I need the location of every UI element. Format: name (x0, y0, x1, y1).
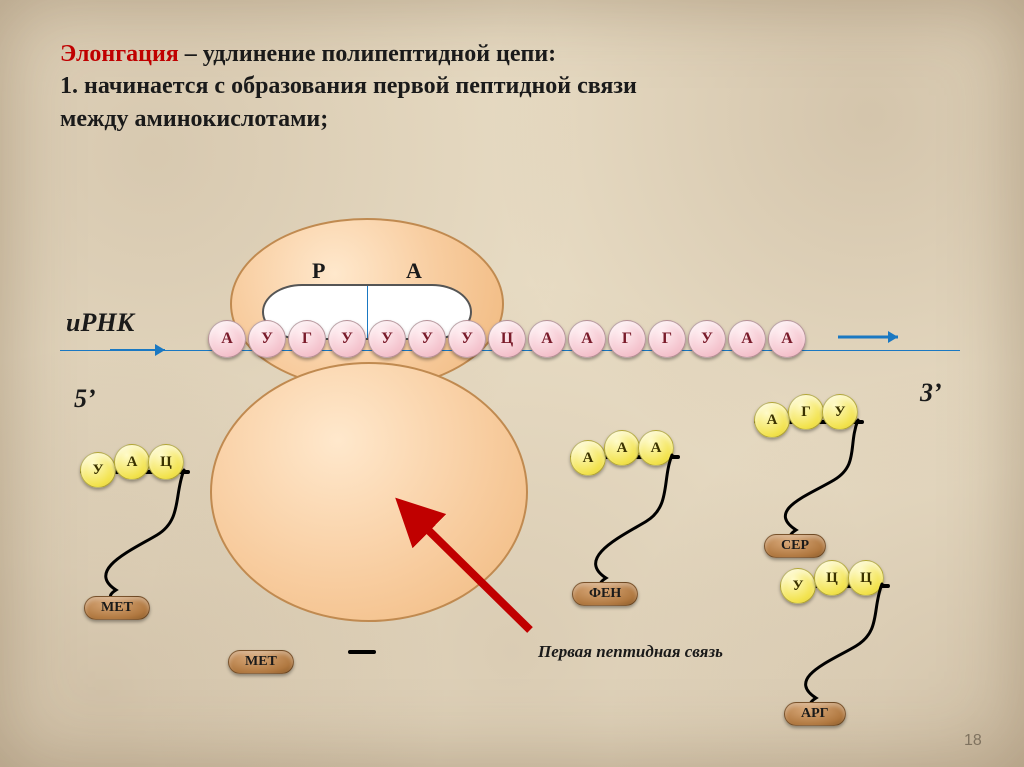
mrna-label: иРНК (66, 308, 134, 338)
mrna-nucleotide: У (248, 320, 286, 358)
trna-anticodon-nucleotide: А (114, 444, 150, 480)
ribosome-small-subunit (210, 362, 528, 622)
peptide-bond-note: Первая пептидная связь (538, 642, 723, 662)
five-prime-label: 5’ (74, 384, 96, 414)
mrna-nucleotide: А (568, 320, 606, 358)
mrna-nucleotide: Ц (488, 320, 526, 358)
three-prime-label: 3’ (920, 378, 942, 408)
trna-anticodon-nucleotide: У (80, 452, 116, 488)
amino-acid-met-upper: МЕТ (84, 596, 150, 620)
heading-def: удлинение полипептидной цепи: (203, 41, 556, 67)
trna-anticodon-nucleotide: Ц (148, 444, 184, 480)
site-divider (367, 286, 368, 338)
trna-anticodon-nucleotide: У (822, 394, 858, 430)
slide-number: 18 (964, 732, 982, 750)
trna-anticodon-nucleotide: Ц (848, 560, 884, 596)
amino-acid-arg: АРГ (784, 702, 846, 726)
mrna-nucleotide: У (448, 320, 486, 358)
mrna-nucleotide: Г (288, 320, 326, 358)
mrna-nucleotide: У (368, 320, 406, 358)
trna-anticodon-nucleotide: А (570, 440, 606, 476)
mrna-nucleotide: Г (648, 320, 686, 358)
mrna-nucleotide: А (208, 320, 246, 358)
mrna-nucleotide: У (688, 320, 726, 358)
mrna-nucleotide: А (728, 320, 766, 358)
slide: Элонгация – удлинение полипептидной цепи… (0, 0, 1024, 767)
heading-dash: – (179, 41, 203, 67)
heading-line2: 1. начинается с образования первой пепти… (60, 73, 637, 99)
mrna-nucleotide: Г (608, 320, 646, 358)
heading-line3: между аминокислотами; (60, 106, 328, 132)
term-word: Элонгация (60, 41, 179, 67)
amino-acid-met-free: МЕТ (228, 650, 294, 674)
trna-anticodon-nucleotide: А (604, 430, 640, 466)
site-a-label: А (406, 258, 422, 284)
site-p-label: Р (312, 258, 325, 284)
trna-anticodon-nucleotide: Г (788, 394, 824, 430)
trna-anticodon-nucleotide: Ц (814, 560, 850, 596)
mrna-nucleotide: У (408, 320, 446, 358)
heading: Элонгация – удлинение полипептидной цепи… (60, 38, 944, 135)
mrna-nucleotide: А (768, 320, 806, 358)
trna-anticodon-nucleotide: А (638, 430, 674, 466)
amino-acid-ser: СЕР (764, 534, 826, 558)
trna-anticodon-nucleotide: У (780, 568, 816, 604)
dash-mark (348, 650, 376, 654)
mrna-nucleotide: У (328, 320, 366, 358)
amino-acid-fen: ФЕН (572, 582, 638, 606)
trna-anticodon-nucleotide: А (754, 402, 790, 438)
mrna-nucleotide: А (528, 320, 566, 358)
